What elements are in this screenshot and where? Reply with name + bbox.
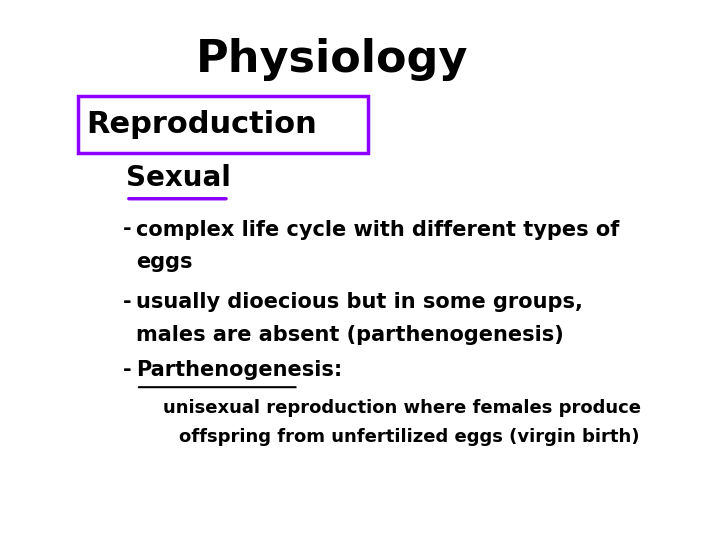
Text: usually dioecious but in some groups,: usually dioecious but in some groups, [136,292,583,313]
Text: -: - [122,219,131,240]
Text: Parthenogenesis:: Parthenogenesis: [136,360,342,380]
Text: -: - [122,360,131,380]
Text: males are absent (parthenogenesis): males are absent (parthenogenesis) [136,325,564,345]
Text: Physiology: Physiology [195,38,468,81]
Text: offspring from unfertilized eggs (virgin birth): offspring from unfertilized eggs (virgin… [179,428,639,447]
Text: eggs: eggs [136,252,192,272]
Text: -: - [122,292,131,313]
Text: Sexual: Sexual [126,164,231,192]
Text: complex life cycle with different types of: complex life cycle with different types … [136,219,619,240]
Text: unisexual reproduction where females produce: unisexual reproduction where females pro… [163,399,641,417]
Text: Reproduction: Reproduction [86,110,317,139]
